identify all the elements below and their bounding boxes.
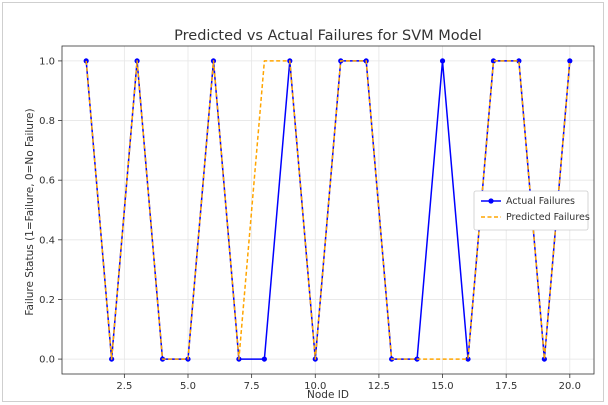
y-tick-label: 0.4 xyxy=(39,235,55,246)
x-tick-label: 10.0 xyxy=(304,381,326,392)
x-tick-label: 17.5 xyxy=(495,381,517,392)
data-point-actual-failures xyxy=(439,58,446,64)
plot-area xyxy=(61,45,595,375)
legend: Actual Failures Predicted Failures xyxy=(473,190,590,231)
legend-label-predicted: Predicted Failures xyxy=(506,212,590,223)
data-point-actual-failures xyxy=(261,356,267,362)
y-tick-label: 0.8 xyxy=(39,116,55,127)
data-point-actual-failures xyxy=(567,58,573,64)
axis-ticks: 2.5 5.0 7.5 10.0 12.5 15.0 17.5 20.0 0.0 0.2 0.4 0.… xyxy=(39,56,581,392)
data-point-actual-failures xyxy=(516,58,522,64)
legend-label-actual: Actual Failures xyxy=(506,196,575,207)
data-point-actual-failures xyxy=(490,58,497,64)
data-point-actual-failures xyxy=(541,356,547,362)
y-axis-label: Failure Status (1=Failure, 0=No Failure) xyxy=(24,108,36,315)
x-tick-label: 5.0 xyxy=(180,381,196,392)
y-tick-label: 0.2 xyxy=(39,295,55,306)
x-tick-label: 20.0 xyxy=(559,381,581,392)
legend-marker-actual xyxy=(488,198,494,204)
x-tick-label: 7.5 xyxy=(244,381,260,392)
x-tick-label: 12.5 xyxy=(368,381,390,392)
series-line-predicted-failures xyxy=(85,60,571,360)
y-tick-label: 0.0 xyxy=(39,355,55,366)
y-tick-label: 0.6 xyxy=(39,176,55,187)
legend-box xyxy=(473,190,589,231)
chart-title: Predicted vs Actual Failures for SVM Mod… xyxy=(174,28,482,44)
data-point-actual-failures xyxy=(465,356,471,362)
series-group xyxy=(83,58,573,362)
x-tick-label: 2.5 xyxy=(116,381,132,392)
grid-lines xyxy=(62,46,594,374)
y-tick-label: 1.0 xyxy=(39,56,55,67)
x-axis-label: Node ID xyxy=(307,389,349,401)
x-tick-label: 15.0 xyxy=(431,381,453,392)
